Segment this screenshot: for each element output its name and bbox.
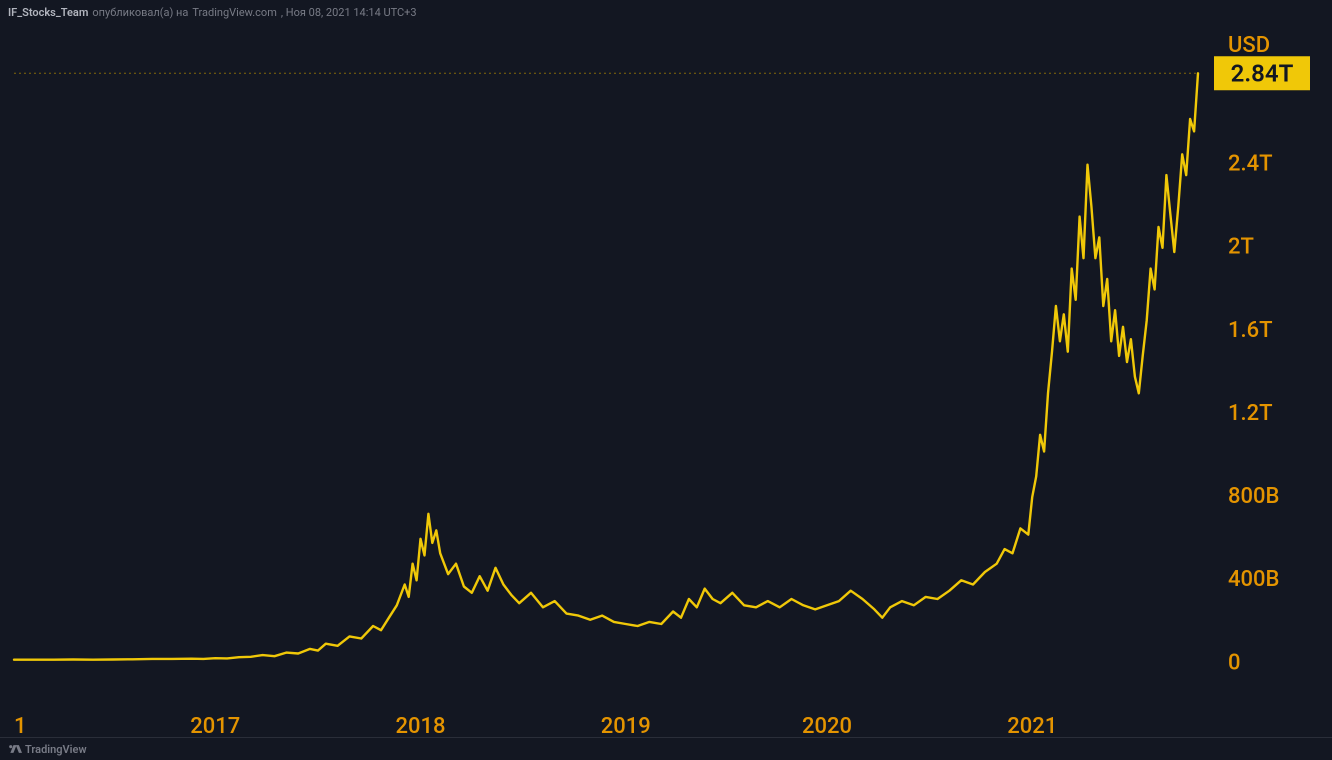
author-name: IF_Stocks_Team xyxy=(8,6,88,19)
footer: TradingView xyxy=(0,737,1332,760)
y-tick-label: 2.4T xyxy=(1228,152,1273,177)
y-tick-label: 800B xyxy=(1228,484,1279,509)
x-tick-label: 1 xyxy=(14,714,27,738)
tradingview-icon xyxy=(8,742,22,756)
x-tick-label: 2019 xyxy=(601,714,651,738)
current-value-label: 2.84T xyxy=(1231,59,1294,87)
tradingview-label: TradingView xyxy=(25,743,87,756)
y-tick-label: 2T xyxy=(1228,235,1254,260)
y-tick-label: 400B xyxy=(1228,567,1279,592)
x-tick-label: 2021 xyxy=(1007,714,1057,738)
x-tick-label: 2017 xyxy=(190,714,240,738)
header-text: опубликовал(а) на xyxy=(92,6,188,19)
header-site: TradingView.com xyxy=(192,6,276,19)
y-tick-label: 1.6T xyxy=(1228,318,1273,343)
y-tick-label: 1.2T xyxy=(1228,401,1273,426)
y-tick-label: 0 xyxy=(1228,650,1241,675)
tradingview-logo[interactable]: TradingView xyxy=(8,742,87,756)
header-date: , Ноя 08, 2021 14:14 UTC+3 xyxy=(281,6,417,19)
currency-label: USD xyxy=(1228,33,1270,58)
x-tick-label: 2018 xyxy=(395,714,445,738)
x-tick-label: 2020 xyxy=(802,714,852,738)
chart-svg: 0 400B 800B 1.2T 1.6T 2T 2.4T USD2.84T 1 2017 2018… xyxy=(0,20,1332,738)
chart-area[interactable]: 0 400B 800B 1.2T 1.6T 2T 2.4T USD2.84T 1 2017 2018… xyxy=(0,20,1332,738)
